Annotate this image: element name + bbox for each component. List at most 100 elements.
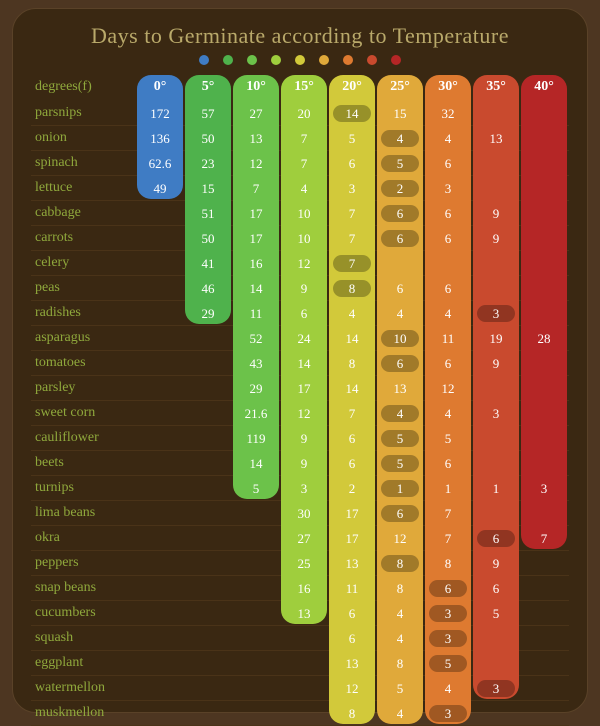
cell-column: 30°324636664116124561778633543 (425, 73, 471, 726)
data-cell: 62.6 (137, 151, 183, 176)
data-cell (137, 376, 183, 401)
data-cell (521, 501, 567, 526)
data-cell (521, 201, 567, 226)
data-cell: 57 (185, 101, 231, 126)
data-cell: 136 (137, 126, 183, 151)
data-cell: 15 (377, 101, 423, 126)
data-cell: 17 (233, 226, 279, 251)
row-label: eggplant (31, 655, 135, 671)
row-label: sweet corn (31, 405, 135, 421)
data-cell: 12 (329, 676, 375, 701)
data-cell (137, 576, 183, 601)
data-cell (521, 551, 567, 576)
row-label: radishes (31, 305, 135, 321)
data-cell (521, 126, 567, 151)
data-cell: 5 (425, 426, 471, 451)
data-cell: 6 (425, 201, 471, 226)
data-cell (137, 451, 183, 476)
data-cell: 6 (329, 151, 375, 176)
legend-dot (223, 55, 233, 65)
data-cell: 1 (473, 476, 519, 501)
legend-dot (367, 55, 377, 65)
data-cell (185, 326, 231, 351)
data-cell: 8 (329, 276, 375, 301)
data-cell (521, 151, 567, 176)
cell-column: 35°139931993169653 (473, 73, 519, 726)
data-cell (185, 376, 231, 401)
data-cell (521, 101, 567, 126)
data-cell: 27 (233, 101, 279, 126)
data-cell: 3 (473, 301, 519, 326)
data-cell: 1 (425, 476, 471, 501)
data-cell: 3 (425, 176, 471, 201)
data-cell (473, 376, 519, 401)
data-cell: 9 (281, 426, 327, 451)
chart-card: Days to Germinate according to Temperatu… (12, 8, 588, 713)
data-cell (521, 376, 567, 401)
data-cell: 9 (473, 551, 519, 576)
data-cell (521, 626, 567, 651)
data-cell (521, 601, 567, 626)
data-cell: 21.6 (233, 401, 279, 426)
data-cell: 6 (473, 526, 519, 551)
row-label: beets (31, 455, 135, 471)
data-cell: 10 (281, 201, 327, 226)
data-cell: 14 (329, 101, 375, 126)
data-cell: 4 (425, 301, 471, 326)
column-header: 20° (329, 73, 375, 101)
data-cell (185, 526, 231, 551)
data-cell: 7 (281, 151, 327, 176)
data-cell: 25 (281, 551, 327, 576)
data-cell (521, 351, 567, 376)
data-cell: 9 (473, 201, 519, 226)
data-cell (233, 526, 279, 551)
data-cell: 7 (329, 401, 375, 426)
data-cell: 7 (425, 501, 471, 526)
data-cell: 14 (329, 326, 375, 351)
data-cell: 4 (377, 401, 423, 426)
column-header: 5° (185, 73, 231, 101)
data-cell (473, 276, 519, 301)
data-cell: 8 (377, 651, 423, 676)
data-cell (185, 451, 231, 476)
data-cell (233, 501, 279, 526)
data-cell: 4 (425, 676, 471, 701)
data-cell: 7 (329, 226, 375, 251)
data-cell: 6 (425, 351, 471, 376)
column-header: 35° (473, 73, 519, 101)
data-cell: 13 (329, 551, 375, 576)
data-cell (185, 651, 231, 676)
data-cell: 8 (425, 551, 471, 576)
row-label: peppers (31, 555, 135, 571)
data-cell: 12 (281, 251, 327, 276)
data-cell (137, 226, 183, 251)
data-cell: 3 (425, 701, 471, 726)
data-cell (185, 701, 231, 726)
data-cell (185, 601, 231, 626)
data-cell: 49 (137, 176, 183, 201)
row-label: parsley (31, 380, 135, 396)
data-cell (137, 251, 183, 276)
data-cell: 5 (377, 451, 423, 476)
data-cell: 7 (329, 251, 375, 276)
data-cell: 9 (281, 276, 327, 301)
data-cell: 6 (329, 626, 375, 651)
data-cell: 17 (281, 376, 327, 401)
data-cell (473, 451, 519, 476)
data-cell: 9 (473, 351, 519, 376)
data-cell: 17 (233, 201, 279, 226)
data-cell: 8 (329, 701, 375, 726)
data-cell (137, 201, 183, 226)
data-cell: 14 (329, 376, 375, 401)
data-cell (521, 301, 567, 326)
cell-column: 15°2077410101296241417129933027251613 (281, 73, 327, 726)
data-cell: 5 (377, 151, 423, 176)
data-cell (233, 576, 279, 601)
data-cell (521, 576, 567, 601)
cell-column: 5°575023155150414629 (185, 73, 231, 726)
data-cell (473, 501, 519, 526)
row-label: parsnips (31, 105, 135, 121)
data-cell (473, 251, 519, 276)
data-cell: 12 (425, 376, 471, 401)
row-label: cabbage (31, 205, 135, 221)
